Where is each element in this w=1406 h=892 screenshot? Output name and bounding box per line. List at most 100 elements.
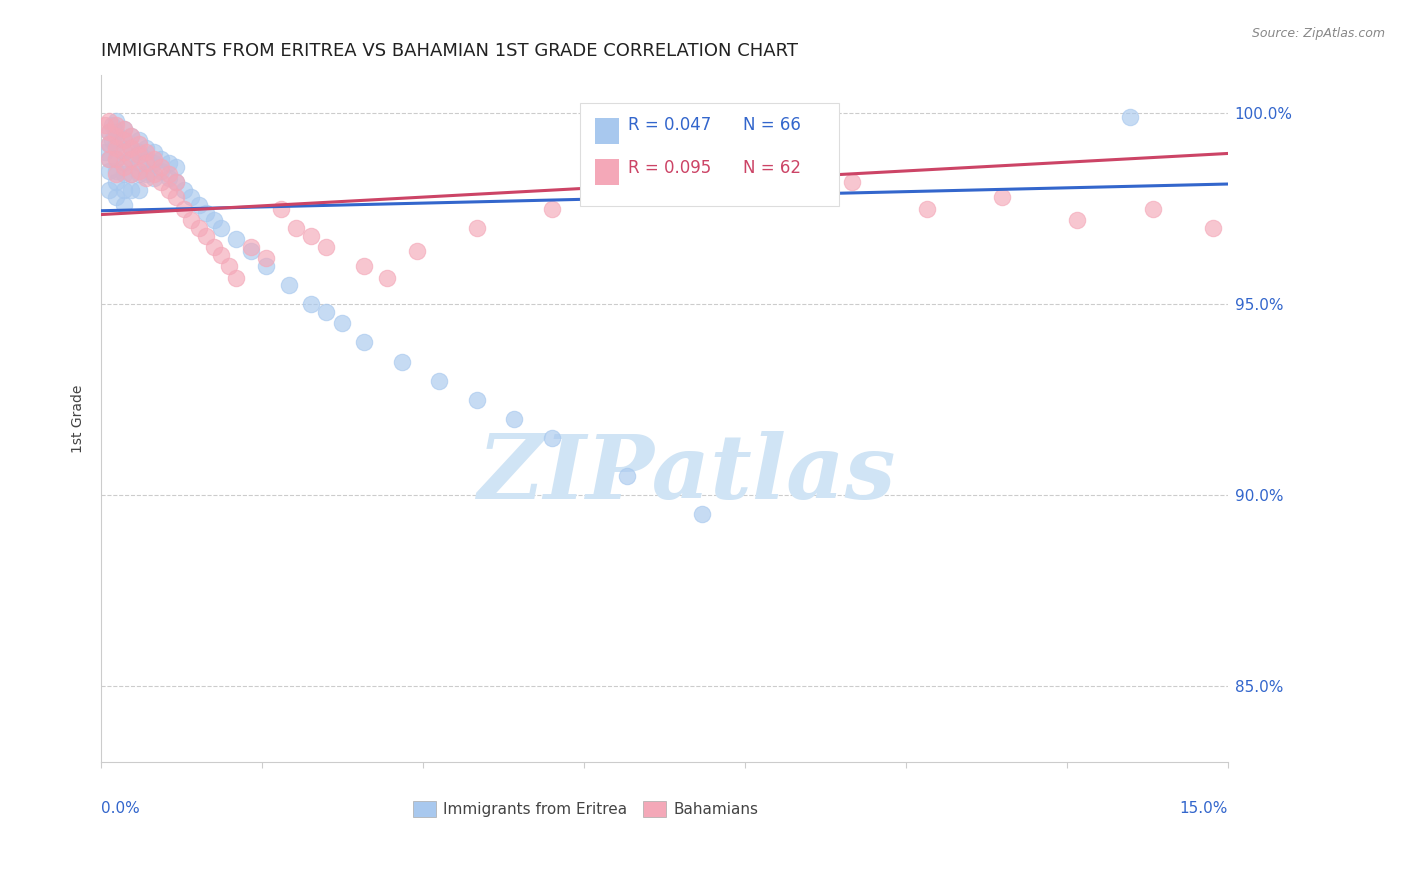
- Point: [97, 126, 120, 140]
- Point: [1119, 110, 1142, 124]
- Point: [112, 168, 135, 182]
- Point: [120, 129, 142, 144]
- Point: [128, 168, 150, 182]
- Text: 15.0%: 15.0%: [1180, 801, 1227, 816]
- Point: [616, 469, 638, 483]
- Point: [285, 221, 308, 235]
- Point: [142, 156, 165, 170]
- Point: [915, 202, 938, 216]
- Point: [180, 213, 202, 227]
- Point: [112, 133, 135, 147]
- Point: [97, 136, 120, 151]
- Text: Source: ZipAtlas.com: Source: ZipAtlas.com: [1251, 27, 1385, 40]
- Point: [654, 183, 676, 197]
- Point: [120, 152, 142, 166]
- Point: [135, 152, 157, 166]
- Point: [187, 198, 209, 212]
- Point: [135, 145, 157, 159]
- Point: [841, 175, 863, 189]
- Point: [120, 168, 142, 182]
- Point: [240, 244, 263, 258]
- Point: [112, 121, 135, 136]
- Point: [254, 252, 277, 266]
- Point: [690, 508, 713, 522]
- Point: [157, 156, 180, 170]
- Point: [202, 240, 225, 254]
- Point: [315, 240, 337, 254]
- Point: [101, 133, 124, 147]
- Point: [353, 335, 375, 350]
- Point: [301, 297, 323, 311]
- Point: [540, 431, 562, 445]
- Point: [150, 163, 173, 178]
- Point: [97, 152, 120, 166]
- Point: [1142, 202, 1164, 216]
- Point: [105, 126, 128, 140]
- Point: [270, 202, 292, 216]
- Point: [405, 244, 427, 258]
- Y-axis label: 1st Grade: 1st Grade: [72, 384, 86, 453]
- Point: [97, 152, 120, 166]
- Point: [128, 163, 150, 178]
- Point: [97, 163, 120, 178]
- Text: N = 62: N = 62: [744, 159, 801, 177]
- Text: N = 66: N = 66: [744, 116, 801, 135]
- Point: [766, 163, 789, 178]
- Point: [128, 183, 150, 197]
- Point: [112, 156, 135, 170]
- Point: [991, 190, 1014, 204]
- Point: [690, 175, 713, 189]
- Point: [240, 240, 263, 254]
- Point: [157, 171, 180, 186]
- Point: [353, 259, 375, 273]
- Text: R = 0.095: R = 0.095: [628, 159, 711, 177]
- Point: [135, 141, 157, 155]
- Text: 0.0%: 0.0%: [101, 801, 141, 816]
- Bar: [595, 118, 620, 144]
- Point: [135, 156, 157, 170]
- Point: [803, 152, 825, 166]
- Point: [173, 202, 195, 216]
- Point: [150, 152, 173, 166]
- FancyBboxPatch shape: [579, 103, 839, 206]
- Point: [105, 141, 128, 155]
- Point: [142, 152, 165, 166]
- Point: [97, 126, 120, 140]
- Point: [105, 136, 128, 151]
- Bar: [595, 159, 620, 186]
- Point: [375, 270, 398, 285]
- Point: [112, 121, 135, 136]
- Point: [128, 148, 150, 162]
- Point: [165, 175, 187, 189]
- Point: [540, 202, 562, 216]
- Point: [391, 354, 413, 368]
- Point: [157, 183, 180, 197]
- Point: [97, 114, 120, 128]
- Point: [616, 190, 638, 204]
- Point: [142, 171, 165, 186]
- Point: [1066, 213, 1088, 227]
- Point: [165, 160, 187, 174]
- Point: [105, 152, 128, 166]
- Point: [165, 175, 187, 189]
- Point: [209, 247, 232, 261]
- Point: [195, 228, 218, 243]
- Point: [465, 392, 488, 407]
- Text: ZIPatlas: ZIPatlas: [478, 431, 896, 517]
- Point: [301, 228, 323, 243]
- Point: [94, 145, 117, 159]
- Point: [225, 270, 247, 285]
- Legend: Immigrants from Eritrea, Bahamians: Immigrants from Eritrea, Bahamians: [406, 796, 765, 823]
- Point: [142, 168, 165, 182]
- Point: [105, 190, 128, 204]
- Point: [465, 221, 488, 235]
- Point: [105, 129, 128, 144]
- Point: [120, 129, 142, 144]
- Point: [97, 183, 120, 197]
- Point: [94, 118, 117, 132]
- Point: [105, 118, 128, 132]
- Point: [105, 168, 128, 182]
- Point: [128, 145, 150, 159]
- Point: [315, 305, 337, 319]
- Point: [128, 136, 150, 151]
